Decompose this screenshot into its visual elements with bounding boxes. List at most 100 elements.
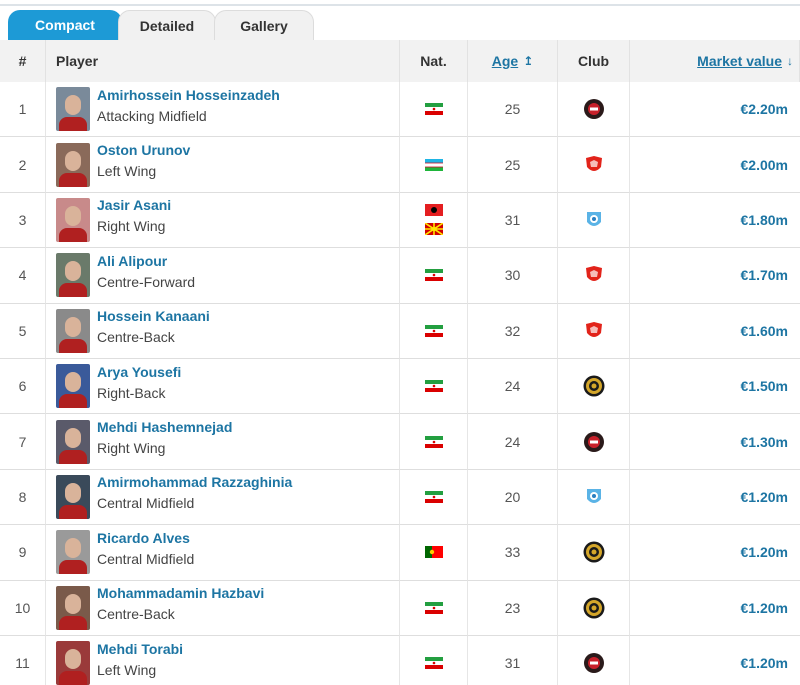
player-name[interactable]: Mehdi Hashemnejad xyxy=(97,419,233,436)
market-value[interactable]: €1.30m xyxy=(740,433,788,450)
club-cell xyxy=(558,359,630,415)
flag-icon xyxy=(424,269,443,282)
sort-link[interactable]: Age xyxy=(491,53,519,69)
club-logo[interactable] xyxy=(583,154,605,176)
rank: 8 xyxy=(18,488,27,505)
flag-icon xyxy=(424,204,443,217)
club-logo[interactable] xyxy=(583,375,605,397)
age: 30 xyxy=(504,267,521,284)
player-name[interactable]: Ricardo Alves xyxy=(97,529,190,546)
player-info: Mohammadamin Hazbavi Centre-Back xyxy=(97,585,264,622)
club-logo[interactable] xyxy=(583,98,605,120)
player-name[interactable]: Jasir Asani xyxy=(97,197,172,214)
player-position: Central Midfield xyxy=(97,495,195,512)
tab[interactable]: Gallery xyxy=(214,10,314,40)
nationality-cell xyxy=(400,303,468,359)
market-value[interactable]: €1.20m xyxy=(740,488,788,505)
player-name[interactable]: Amirmohammad Razzaghinia xyxy=(97,474,293,491)
club-logo[interactable] xyxy=(583,597,605,619)
market-value[interactable]: €2.00m xyxy=(740,156,788,173)
club-icon xyxy=(586,488,601,503)
value-cell: €1.20m xyxy=(630,470,800,526)
nationality-cell xyxy=(400,580,468,636)
tab[interactable]: Detailed xyxy=(118,10,216,40)
market-value[interactable]: €1.70m xyxy=(740,267,788,284)
value-cell: €1.20m xyxy=(630,525,800,581)
market-value[interactable]: €1.50m xyxy=(740,378,788,395)
age-cell: 30 xyxy=(468,248,558,304)
player-position: Centre-Back xyxy=(97,606,175,623)
club-logo[interactable] xyxy=(583,320,605,342)
photo-face xyxy=(65,593,81,614)
club-icon xyxy=(583,375,604,397)
player-cell: Mehdi Hashemnejad Right Wing xyxy=(46,414,400,470)
value-cell: €1.20m xyxy=(630,581,800,636)
club-icon xyxy=(583,99,604,120)
player-name[interactable]: Mehdi Torabi xyxy=(97,640,184,657)
age: 31 xyxy=(504,655,521,672)
nationality-cell xyxy=(400,192,468,249)
club-icon xyxy=(585,155,602,171)
market-value[interactable]: €1.80m xyxy=(740,211,788,228)
club-logo[interactable] xyxy=(583,541,605,563)
age: 24 xyxy=(504,433,521,450)
age-cell: 31 xyxy=(468,636,558,685)
market-value[interactable]: €1.20m xyxy=(740,655,788,672)
club-logo[interactable] xyxy=(583,209,605,231)
club-logo[interactable] xyxy=(583,486,605,508)
sort-icon: ↥ xyxy=(523,54,534,68)
player-info: Amirmohammad Razzaghinia Central Midfield xyxy=(97,474,292,511)
market-value[interactable]: €1.60m xyxy=(740,322,788,339)
player-cell: Mehdi Torabi Left Wing xyxy=(46,636,400,685)
player-name[interactable]: Arya Yousefi xyxy=(97,363,182,380)
photo-shirt xyxy=(59,117,87,132)
player-position: Left Wing xyxy=(97,661,157,678)
player-position: Right Wing xyxy=(97,218,166,235)
rank-cell: 6 xyxy=(0,359,46,415)
market-value[interactable]: €1.20m xyxy=(740,599,788,616)
photo-shirt xyxy=(59,671,87,685)
club-cell xyxy=(558,636,630,685)
rank: 7 xyxy=(18,433,27,450)
player-position: Centre-Back xyxy=(97,329,175,346)
rank: 1 xyxy=(18,101,27,118)
header-text: # xyxy=(18,53,27,69)
club-cell xyxy=(558,580,630,636)
value-cell: €2.20m xyxy=(630,82,800,138)
club-logo[interactable] xyxy=(583,652,605,674)
player-name[interactable]: Hossein Kanaani xyxy=(97,308,210,325)
age-cell: 24 xyxy=(468,359,558,415)
sort-link[interactable]: Market value xyxy=(697,53,782,69)
tab[interactable]: Compact xyxy=(8,10,122,40)
flag-icon xyxy=(424,103,443,116)
photo-shirt xyxy=(59,172,87,187)
player-photo xyxy=(56,308,90,353)
rank-cell: 3 xyxy=(0,192,46,249)
flag-icon xyxy=(424,546,443,559)
photo-shirt xyxy=(59,504,87,519)
flag-icon xyxy=(424,435,443,448)
player-photo xyxy=(56,641,90,685)
player-cell: Jasir Asani Right Wing xyxy=(46,192,400,249)
player-name[interactable]: Ali Alipour xyxy=(97,252,168,269)
club-logo[interactable] xyxy=(583,264,605,286)
flag xyxy=(424,490,443,503)
player-photo xyxy=(56,585,90,630)
player-name[interactable]: Mohammadamin Hazbavi xyxy=(97,585,265,602)
header-text: Nat. xyxy=(420,53,447,69)
player-cell: Amirmohammad Razzaghinia Central Midfield xyxy=(46,469,400,526)
player-name[interactable]: Amirhossein Hosseinzadeh xyxy=(97,86,280,103)
header-text: Player xyxy=(56,53,99,69)
nationality-cell xyxy=(400,525,468,581)
club-logo[interactable] xyxy=(583,431,605,453)
flag xyxy=(424,601,443,614)
market-value[interactable]: €2.20m xyxy=(740,101,788,118)
rank-cell: 4 xyxy=(0,248,46,304)
player-name[interactable]: Oston Urunov xyxy=(97,142,191,159)
player-info: Mehdi Hashemnejad Right Wing xyxy=(97,419,232,456)
rank: 6 xyxy=(18,378,27,395)
photo-shirt xyxy=(59,560,87,575)
age: 25 xyxy=(504,156,521,173)
photo-face xyxy=(65,482,81,503)
market-value[interactable]: €1.20m xyxy=(740,544,788,561)
